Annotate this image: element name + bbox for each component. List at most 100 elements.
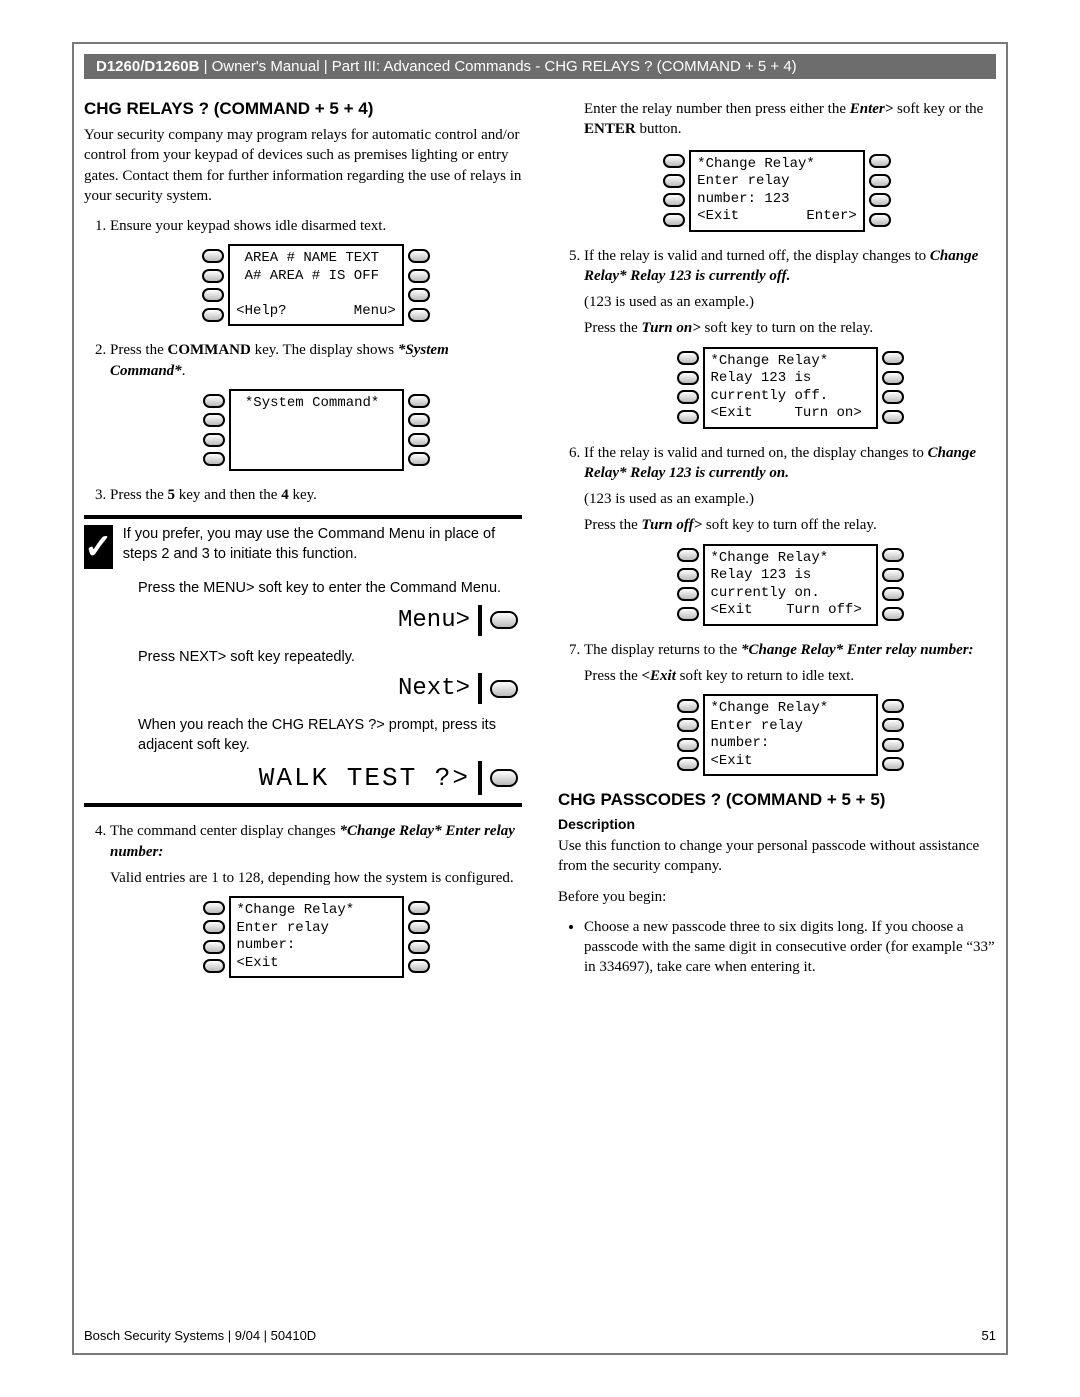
step-3-text-e: key. [289, 487, 317, 503]
soft-key-button[interactable] [882, 738, 904, 752]
soft-key-button[interactable] [408, 413, 430, 427]
keypad-right-buttons [878, 347, 908, 429]
step-7-display: *Change Relay* Enter relay number: [741, 642, 974, 658]
keypad-display-idle: AREA # NAME TEXT A# AREA # IS OFF <Help?… [110, 244, 522, 326]
left-steps-cont: The command center display changes *Chan… [84, 821, 522, 978]
soft-key-button[interactable] [677, 410, 699, 424]
soft-key-button[interactable] [882, 757, 904, 771]
soft-key-button[interactable] [408, 394, 430, 408]
step-2: Press the COMMAND key. The display shows… [110, 340, 522, 471]
soft-key-button[interactable] [869, 154, 891, 168]
soft-key-button[interactable] [408, 433, 430, 447]
soft-key-button[interactable] [882, 410, 904, 424]
step-1: Ensure your keypad shows idle disarmed t… [110, 216, 522, 326]
header-bar: D1260/D1260B | Owner's Manual | Part III… [84, 54, 996, 79]
soft-key-button[interactable] [203, 940, 225, 954]
tip-box: ✓ If you prefer, you may use the Command… [84, 515, 522, 807]
keypad-right-buttons [878, 694, 908, 776]
step-4-sub: Valid entries are 1 to 128, depending ho… [110, 868, 522, 888]
soft-key-button[interactable] [663, 174, 685, 188]
soft-key-button[interactable] [663, 193, 685, 207]
soft-key-button[interactable] [677, 699, 699, 713]
soft-key-button[interactable] [882, 587, 904, 601]
step-7: The display returns to the *Change Relay… [584, 640, 996, 777]
soft-key-button[interactable] [202, 288, 224, 302]
soft-key-button[interactable] [408, 920, 430, 934]
step-2-text-c: key. The display shows [251, 342, 398, 358]
header-subtitle: | Owner's Manual | Part III: Advanced Co… [199, 58, 796, 75]
soft-key-button[interactable] [203, 413, 225, 427]
soft-key-button[interactable] [882, 371, 904, 385]
keypad-display-relay-on: *Change Relay* Relay 123 is currently on… [584, 544, 996, 626]
soft-key-button[interactable] [677, 738, 699, 752]
soft-key-button[interactable] [203, 394, 225, 408]
lcd-screen: *System Command* [229, 389, 404, 471]
soft-key-button[interactable] [882, 548, 904, 562]
soft-key-button[interactable] [869, 174, 891, 188]
soft-key-button[interactable] [490, 769, 518, 787]
soft-key-button[interactable] [203, 901, 225, 915]
soft-key-button[interactable] [408, 288, 430, 302]
soft-key-button[interactable] [408, 269, 430, 283]
soft-key-button[interactable] [663, 154, 685, 168]
soft-key-button[interactable] [408, 901, 430, 915]
right-top-para: Enter the relay number then press either… [558, 99, 996, 140]
soft-key-button[interactable] [882, 351, 904, 365]
bullet-1: Choose a new passcode three to six digit… [584, 917, 996, 978]
softkey-label-walktest: WALK TEST ?> [259, 761, 482, 795]
soft-key-button[interactable] [677, 548, 699, 562]
keypad-display-return: *Change Relay* Enter relay number: <Exit [584, 694, 996, 776]
lcd-screen: *Change Relay* Relay 123 is currently of… [703, 347, 878, 429]
soft-key-button[interactable] [203, 920, 225, 934]
keypad-right-buttons [404, 896, 434, 978]
right-top-c: soft key or the [893, 101, 983, 117]
soft-key-button[interactable] [203, 433, 225, 447]
soft-key-button[interactable] [408, 452, 430, 466]
softkey-label-menu: Menu> [398, 605, 482, 636]
soft-key-button[interactable] [882, 390, 904, 404]
soft-key-button[interactable] [677, 390, 699, 404]
soft-key-button[interactable] [869, 213, 891, 227]
right-top-enter-soft: Enter> [850, 101, 894, 117]
footer-left: Bosch Security Systems | 9/04 | 50410D [84, 1328, 316, 1343]
soft-key-button[interactable] [677, 568, 699, 582]
step-7-text-a: The display returns to the [584, 642, 741, 658]
step-3-text-a: Press the [110, 487, 168, 503]
step-6-text-a: If the relay is valid and turned on, the… [584, 445, 928, 461]
tip-text-4: When you reach the CHG RELAYS ?> prompt,… [84, 712, 522, 761]
soft-key-button[interactable] [677, 351, 699, 365]
keypad-display-system-command: *System Command* [110, 389, 522, 471]
soft-key-button[interactable] [408, 940, 430, 954]
soft-key-button[interactable] [203, 452, 225, 466]
section-title-chg-relays: CHG RELAYS ? (COMMAND + 5 + 4) [84, 99, 522, 119]
keypad-left-buttons [199, 389, 229, 471]
soft-key-button[interactable] [882, 718, 904, 732]
soft-key-button[interactable] [490, 680, 518, 698]
soft-key-button[interactable] [869, 193, 891, 207]
soft-key-button[interactable] [882, 568, 904, 582]
before-you-begin: Before you begin: [558, 887, 996, 907]
soft-key-button[interactable] [677, 757, 699, 771]
keypad-left-buttons [199, 896, 229, 978]
soft-key-button[interactable] [677, 718, 699, 732]
step-3-key-5: 5 [168, 487, 176, 503]
soft-key-button[interactable] [202, 308, 224, 322]
soft-key-button[interactable] [408, 249, 430, 263]
soft-key-button[interactable] [882, 607, 904, 621]
keypad-right-buttons [404, 389, 434, 471]
soft-key-button[interactable] [490, 611, 518, 629]
soft-key-button[interactable] [677, 371, 699, 385]
soft-key-button[interactable] [677, 607, 699, 621]
soft-key-button[interactable] [203, 959, 225, 973]
soft-key-button[interactable] [202, 269, 224, 283]
soft-key-button[interactable] [663, 213, 685, 227]
soft-key-button[interactable] [408, 308, 430, 322]
lcd-screen: *Change Relay* Relay 123 is currently on… [703, 544, 878, 626]
soft-key-button[interactable] [202, 249, 224, 263]
softkey-row-menu: Menu> [84, 605, 522, 644]
keypad-display-change-relay: *Change Relay* Enter relay number: <Exit [110, 896, 522, 978]
soft-key-button[interactable] [882, 699, 904, 713]
checkmark-icon: ✓ [84, 525, 113, 569]
soft-key-button[interactable] [677, 587, 699, 601]
soft-key-button[interactable] [408, 959, 430, 973]
